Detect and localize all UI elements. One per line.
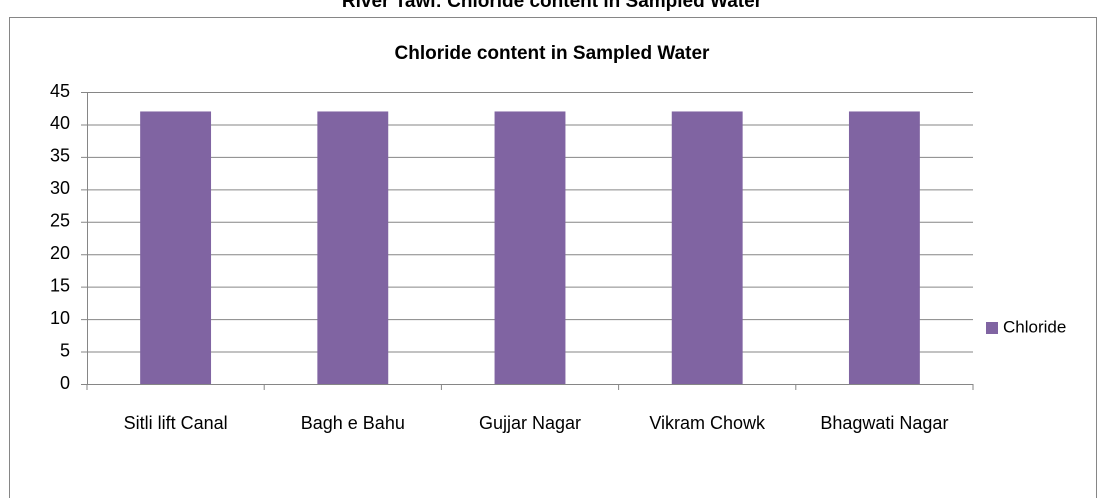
bar (494, 111, 566, 384)
bar (317, 111, 389, 384)
chart-title: Chloride content in Sampled Water (395, 43, 711, 64)
x-tick-label: Sitli lift Canal (124, 413, 228, 433)
chart-frame (9, 17, 1097, 498)
x-tick-label: Vikram Chowk (649, 413, 766, 433)
x-tick-label: Bhagwati Nagar (820, 413, 948, 433)
y-tick-label: 15 (50, 275, 70, 295)
legend-label: Chloride (1003, 317, 1066, 336)
x-tick-label: Gujjar Nagar (479, 413, 581, 433)
bar (848, 111, 920, 384)
bar (140, 111, 212, 384)
x-tick-label: Bagh e Bahu (301, 413, 405, 433)
y-tick-label: 10 (50, 308, 70, 328)
y-tick-label: 40 (50, 113, 70, 133)
bar (671, 111, 743, 384)
page-heading: River Tawi: Chloride content in Sampled … (342, 0, 763, 12)
y-tick-label: 20 (50, 243, 70, 263)
y-tick-label: 0 (60, 373, 70, 393)
y-tick-label: 5 (60, 340, 70, 360)
y-tick-label: 25 (50, 211, 70, 231)
y-tick-label: 30 (50, 178, 70, 198)
y-tick-label: 45 (50, 81, 70, 101)
y-tick-label: 35 (50, 146, 70, 166)
legend-swatch (986, 322, 998, 334)
